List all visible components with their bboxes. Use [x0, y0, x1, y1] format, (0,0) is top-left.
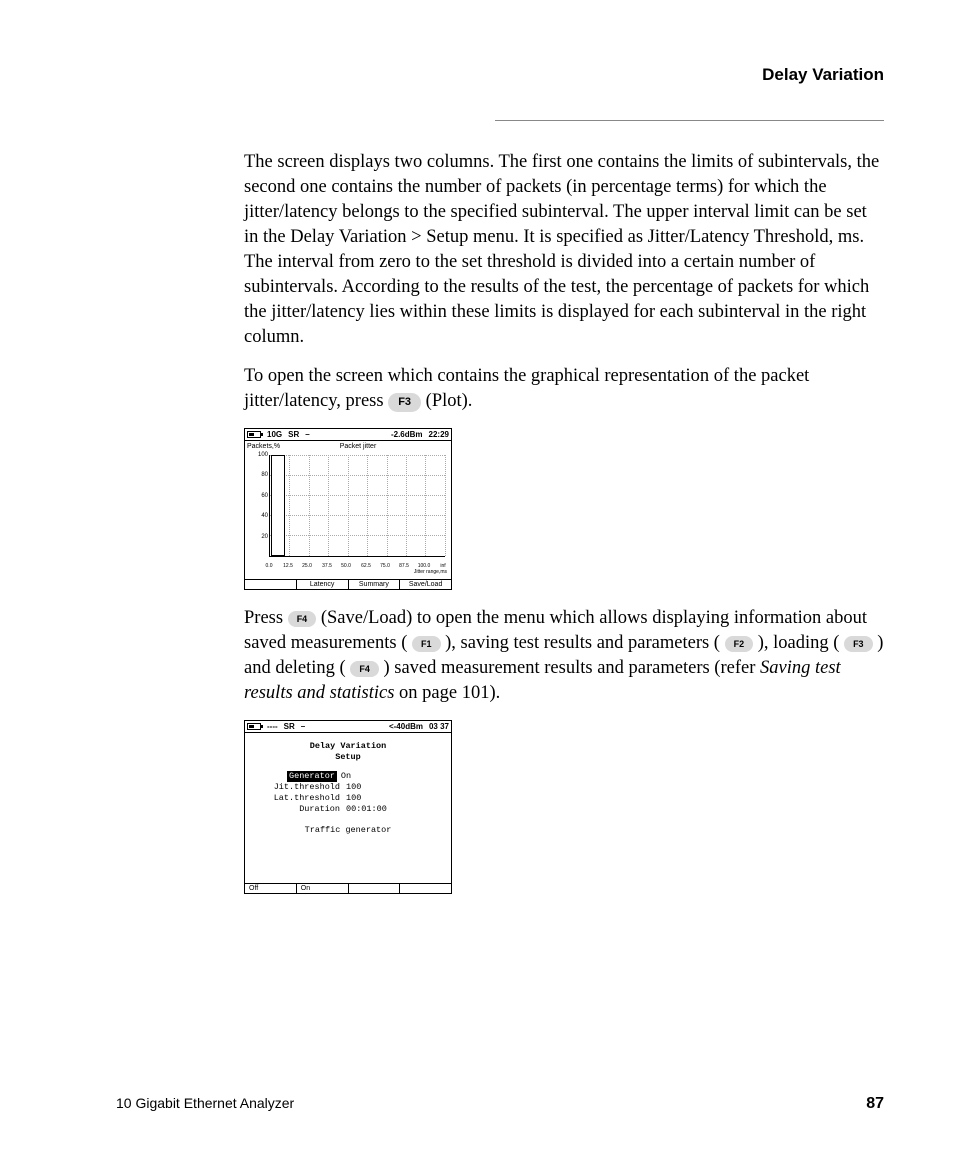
scr2-row-lat: Lat.threshold 100	[251, 793, 445, 804]
scr2-lbl-lat: Lat.threshold	[251, 793, 346, 804]
page-header-title: Delay Variation	[762, 65, 884, 85]
f2-key-icon: F2	[725, 636, 754, 652]
scr1-status-dash: –	[305, 430, 309, 439]
scr2-row-jit: Jit.threshold 100	[251, 782, 445, 793]
scr1-xtick-3: 37.5	[322, 563, 332, 569]
scr1-status-signal: -2.6dBm	[391, 430, 423, 439]
main-content: The screen displays two columns. The fir…	[244, 150, 884, 910]
scr2-softkey-off: Off	[245, 884, 297, 893]
scr1-xtick-2: 25.0	[302, 563, 312, 569]
scr1-xtick-1: 12.5	[283, 563, 293, 569]
scr2-softkey-3	[349, 884, 401, 893]
scr2-status-bar: ---- SR – <-40dBm 03 37	[245, 721, 451, 733]
scr1-xtick-5: 62.5	[361, 563, 371, 569]
scr1-xtick-6: 75.0	[380, 563, 390, 569]
page-footer: 10 Gigabit Ethernet Analyzer 87	[116, 1095, 884, 1113]
paragraph-3: Press F4 (Save/Load) to open the menu wh…	[244, 606, 884, 706]
scr1-xtick-7: 87.5	[399, 563, 409, 569]
f1-key-icon: F1	[412, 636, 441, 652]
p3-t7: on page 101).	[394, 683, 500, 703]
scr1-softkeys: Latency Summary Save/Load	[245, 579, 451, 589]
scr2-row-duration: Duration 00:01:00	[251, 804, 445, 815]
scr2-title: Delay VariationSetup	[251, 741, 445, 763]
battery-icon	[247, 431, 261, 438]
scr2-softkeys: Off On	[245, 883, 451, 893]
scr2-status-dash: –	[301, 722, 305, 731]
scr1-chart-title: Packet jitter	[269, 443, 447, 450]
para2-post: (Plot).	[426, 391, 473, 411]
p3-t4: ), loading (	[753, 633, 844, 653]
paragraph-2: To open the screen which contains the gr…	[244, 364, 884, 414]
scr2-body: Delay VariationSetup Generator On Jit.th…	[245, 733, 451, 883]
p3-t6: ) saved measurement results and paramete…	[379, 658, 760, 678]
scr1-ytick-80: 80	[254, 472, 268, 478]
scr1-ytick-20: 20	[254, 534, 268, 540]
f3-key-icon-2: F3	[844, 636, 873, 652]
scr2-val-generator: On	[341, 771, 351, 782]
header-rule	[495, 120, 884, 121]
p3-t1: Press	[244, 608, 288, 628]
p3-t3: ), saving test results and parameters (	[441, 633, 725, 653]
scr2-val-jit: 100	[346, 782, 361, 793]
scr2-val-duration: 00:01:00	[346, 804, 387, 815]
f3-key-icon: F3	[388, 393, 421, 412]
footer-doc-title: 10 Gigabit Ethernet Analyzer	[116, 1095, 294, 1113]
scr2-row-generator: Generator On	[251, 771, 445, 782]
scr1-status-sr: SR	[288, 430, 299, 439]
scr1-chart-body: Packets,% Packet jitter 100 80	[245, 441, 451, 579]
scr1-xtick-4: 50.0	[341, 563, 351, 569]
scr2-status-sr: SR	[284, 722, 295, 731]
scr1-softkey-3: Summary	[349, 580, 401, 589]
scr1-ytick-60: 60	[254, 493, 268, 499]
paragraph-1: The screen displays two columns. The fir…	[244, 150, 884, 350]
screenshot-packet-jitter-plot: 10G SR – -2.6dBm 22:29 Packets,% Packet …	[244, 428, 452, 590]
scr2-traffic-generator: Traffic generator	[251, 825, 445, 836]
scr1-softkey-4: Save/Load	[400, 580, 451, 589]
scr1-status-bar: 10G SR – -2.6dBm 22:29	[245, 429, 451, 441]
para2-pre: To open the screen which contains the gr…	[244, 366, 809, 411]
footer-page-number: 87	[866, 1095, 884, 1113]
scr1-softkey-1	[245, 580, 297, 589]
screenshot-delay-variation-setup: ---- SR – <-40dBm 03 37 Delay VariationS…	[244, 720, 452, 894]
scr1-xunit: Jitter range,ms	[414, 569, 447, 575]
f4-key-icon-2: F4	[350, 661, 379, 677]
scr2-lbl-generator: Generator	[287, 771, 337, 782]
scr1-ytick-40: 40	[254, 513, 268, 519]
scr2-softkey-on: On	[297, 884, 349, 893]
scr2-val-lat: 100	[346, 793, 361, 804]
f4-key-icon: F4	[288, 611, 317, 627]
scr2-lbl-duration: Duration	[251, 804, 346, 815]
scr1-ytick-100: 100	[254, 452, 268, 458]
scr1-xtick-0: 0.0	[266, 563, 273, 569]
scr1-status-time: 22:29	[429, 430, 449, 439]
scr2-status-signal: <-40dBm	[389, 722, 423, 731]
scr2-lbl-jit: Jit.threshold	[251, 782, 346, 793]
scr2-status-dashes: ----	[267, 722, 278, 731]
scr2-status-time: 03 37	[429, 722, 449, 731]
scr2-softkey-4	[400, 884, 451, 893]
scr1-softkey-2: Latency	[297, 580, 349, 589]
scr1-bar-0	[271, 455, 285, 556]
scr1-ylabel: Packets,%	[247, 443, 280, 450]
scr1-plotarea	[269, 455, 445, 557]
battery-icon-2	[247, 723, 261, 730]
scr1-status-10g: 10G	[267, 430, 282, 439]
